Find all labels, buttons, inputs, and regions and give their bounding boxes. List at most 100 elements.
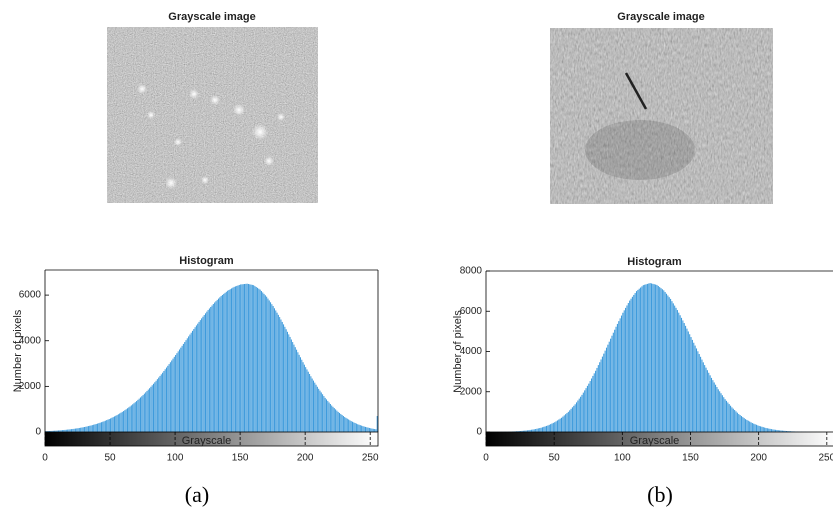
bar (305, 367, 307, 432)
bar (743, 418, 745, 432)
y-tick-label: 6000 (19, 290, 42, 301)
bar (218, 298, 220, 432)
bar (169, 362, 171, 432)
bar (219, 297, 221, 432)
bar (182, 343, 184, 432)
bar (171, 360, 173, 432)
bar (106, 420, 108, 432)
bar (551, 423, 553, 432)
bar (762, 427, 764, 432)
bar (51, 430, 53, 432)
bar (279, 317, 281, 432)
bar (600, 359, 602, 432)
bar (653, 284, 655, 432)
bar (615, 326, 617, 432)
bar (89, 425, 91, 432)
bar (309, 373, 311, 432)
bar (220, 296, 222, 432)
bar (627, 303, 629, 432)
bar (766, 428, 768, 432)
bar (297, 352, 299, 432)
bar (709, 375, 711, 432)
bar (253, 285, 255, 432)
x-tick-label: 200 (750, 453, 767, 464)
bar (584, 390, 586, 432)
bar (173, 356, 175, 432)
bar (208, 308, 210, 432)
x-tick-label: 50 (549, 453, 561, 464)
bar (276, 312, 278, 432)
bar (242, 284, 244, 432)
bar (259, 289, 261, 432)
bar (191, 330, 194, 432)
bar (374, 429, 376, 432)
bar (104, 420, 106, 432)
bar (121, 411, 123, 432)
bar (705, 367, 707, 432)
bar (284, 326, 286, 432)
bar (124, 410, 126, 432)
bar (346, 418, 348, 432)
bar (315, 384, 317, 432)
bar (772, 429, 774, 432)
bar (701, 359, 703, 432)
image-title: Grayscale image (168, 11, 255, 23)
bar (87, 426, 89, 432)
bar (332, 406, 334, 432)
bar (622, 312, 624, 432)
bar (159, 375, 161, 432)
bar (55, 430, 57, 432)
bar (149, 388, 151, 432)
bar (545, 425, 548, 432)
bar (163, 370, 165, 432)
y-axis-label: Number of pixels (12, 309, 24, 392)
bar (690, 337, 692, 432)
bar (732, 408, 734, 432)
bar (318, 388, 320, 432)
bar (585, 388, 587, 432)
bar (68, 429, 70, 432)
bar (582, 392, 584, 432)
bar (178, 349, 181, 432)
bar (322, 394, 324, 432)
bar (697, 351, 699, 432)
bar (164, 369, 166, 432)
y-tick-label: 0 (476, 427, 482, 438)
bar (691, 339, 693, 432)
bar (544, 426, 546, 432)
bar (610, 338, 612, 432)
bar (138, 398, 140, 432)
bar (234, 286, 236, 432)
bar (107, 419, 109, 432)
y-tick-label: 4000 (19, 335, 42, 346)
bar (725, 400, 728, 432)
bar (754, 424, 756, 432)
bar (93, 424, 95, 432)
bar (141, 396, 143, 432)
bar (116, 415, 118, 432)
x-axis-label: Grayscale (630, 435, 680, 447)
bar (597, 365, 599, 432)
bar (245, 283, 247, 432)
bar (652, 283, 654, 432)
bar (184, 342, 186, 432)
bar (784, 430, 786, 432)
bar (63, 429, 65, 432)
bar (250, 284, 252, 432)
grayscale-image (107, 27, 318, 203)
bar (134, 402, 136, 432)
bar (177, 351, 179, 432)
bar (532, 429, 534, 432)
bar (781, 430, 783, 432)
bar (129, 406, 131, 432)
bar (103, 421, 105, 432)
y-tick-label: 6000 (460, 306, 483, 317)
bar (271, 304, 273, 432)
bar (329, 404, 331, 432)
bar (233, 286, 235, 432)
bar (745, 419, 747, 432)
bar (548, 424, 550, 432)
bar (238, 284, 240, 432)
